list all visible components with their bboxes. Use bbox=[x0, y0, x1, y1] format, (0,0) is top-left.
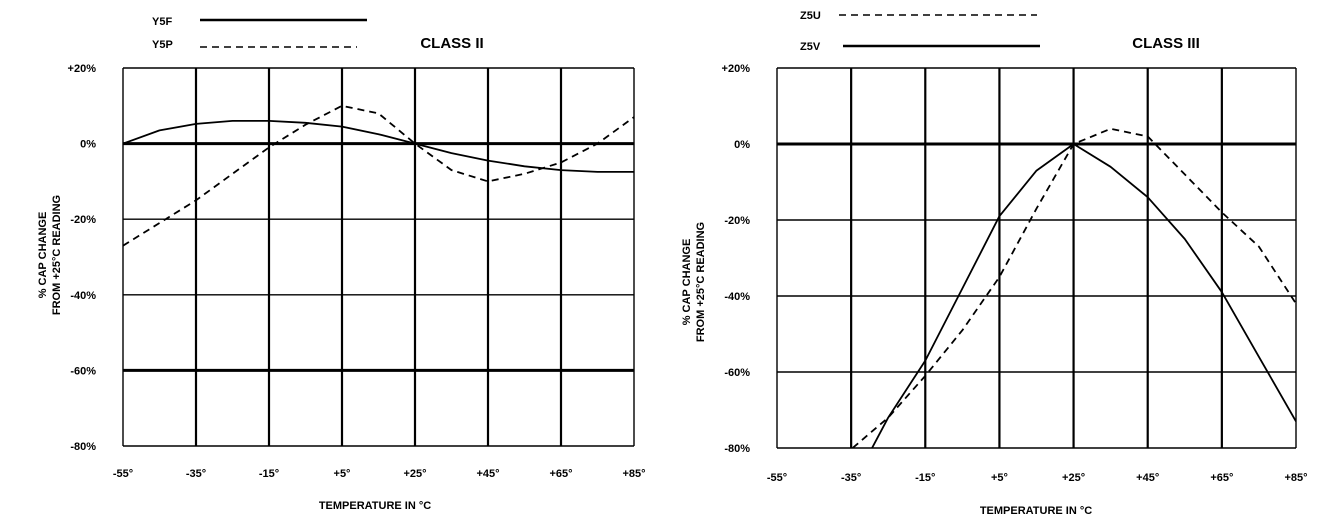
x-tick-label: +85° bbox=[622, 468, 645, 480]
y-axis-title-line: % CAP CHANGE bbox=[37, 212, 49, 299]
x-axis-title: TEMPERATURE IN °C bbox=[980, 505, 1092, 517]
x-tick-label: -35° bbox=[841, 472, 861, 484]
y-tick-label: 0% bbox=[80, 139, 96, 151]
chart-title: CLASS III bbox=[1132, 35, 1200, 52]
x-tick-label: +5° bbox=[334, 468, 351, 480]
x-tick-label: +5° bbox=[991, 472, 1008, 484]
x-tick-label: +85° bbox=[1284, 472, 1307, 484]
y-axis-title-line: % CAP CHANGE bbox=[681, 239, 693, 326]
x-tick-label: -55° bbox=[113, 468, 133, 480]
y-tick-label: +20% bbox=[68, 63, 97, 75]
series-line-y5f bbox=[123, 120, 634, 173]
x-tick-label: +45° bbox=[476, 468, 499, 480]
x-tick-label: -15° bbox=[259, 468, 279, 480]
class-ii-chart: +20% 0% -20% -40% -60% -80% -55° -35° -15° +5° +25… bbox=[37, 16, 646, 512]
series-line-y5p bbox=[123, 104, 634, 247]
x-tick-label: +65° bbox=[1210, 472, 1233, 484]
x-tick-label: +65° bbox=[549, 468, 572, 480]
y-axis-title-line: FROM +25°C READING bbox=[51, 195, 63, 315]
x-axis-title: TEMPERATURE IN °C bbox=[319, 500, 431, 512]
y-tick-label: -40% bbox=[70, 290, 96, 302]
legend-label: Y5F bbox=[152, 16, 172, 28]
y-tick-label: -20% bbox=[70, 214, 96, 226]
class-iii-chart: +20% 0% -20% -40% -60% -80% -55° -35° -15° +5° +25… bbox=[681, 10, 1308, 517]
legend-label: Z5U bbox=[800, 10, 821, 22]
x-tick-label: +45° bbox=[1136, 472, 1159, 484]
y-tick-label: 0% bbox=[734, 139, 750, 151]
y-axis-title-line: FROM +25°C READING bbox=[695, 222, 707, 342]
y-axis-title: % CAP CHANGE FROM +25°C READING bbox=[681, 222, 707, 342]
series-line-z5v bbox=[871, 143, 1296, 448]
x-tick-label: -15° bbox=[915, 472, 935, 484]
y-tick-label: -80% bbox=[724, 443, 750, 455]
series-line-z5u bbox=[851, 127, 1296, 448]
y-tick-label: -60% bbox=[724, 367, 750, 379]
x-tick-label: -35° bbox=[186, 468, 206, 480]
legend-label: Z5V bbox=[800, 41, 821, 53]
x-tick-label: -55° bbox=[767, 472, 787, 484]
y-tick-label: -40% bbox=[724, 291, 750, 303]
legend-label: Y5P bbox=[152, 39, 173, 51]
y-axis-title: % CAP CHANGE FROM +25°C READING bbox=[37, 195, 63, 315]
y-tick-label: -20% bbox=[724, 215, 750, 227]
y-tick-label: -60% bbox=[70, 365, 96, 377]
chart-title: CLASS II bbox=[420, 35, 483, 52]
y-tick-label: -80% bbox=[70, 441, 96, 453]
x-tick-label: +25° bbox=[1062, 472, 1085, 484]
x-tick-label: +25° bbox=[403, 468, 426, 480]
y-tick-label: +20% bbox=[722, 63, 751, 75]
